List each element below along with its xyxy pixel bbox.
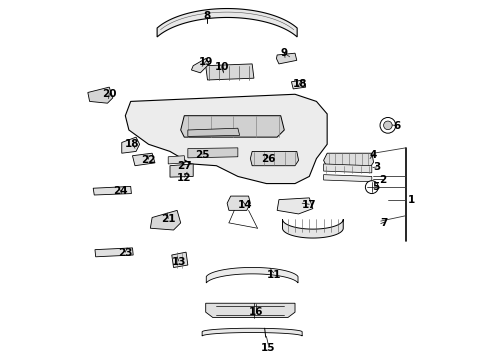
Polygon shape: [95, 248, 133, 257]
Polygon shape: [93, 186, 131, 195]
Text: 7: 7: [381, 218, 388, 228]
Polygon shape: [250, 152, 298, 166]
Polygon shape: [323, 164, 372, 173]
Text: 2: 2: [379, 175, 386, 185]
Polygon shape: [188, 148, 238, 158]
Polygon shape: [88, 87, 113, 103]
Polygon shape: [202, 328, 302, 336]
Polygon shape: [292, 80, 306, 89]
Text: 9: 9: [281, 48, 288, 58]
Text: 21: 21: [161, 214, 175, 224]
Text: 18: 18: [125, 139, 140, 149]
Text: 5: 5: [372, 182, 379, 192]
Text: 12: 12: [177, 173, 192, 183]
Polygon shape: [206, 303, 295, 318]
Text: 13: 13: [172, 257, 186, 267]
Text: 24: 24: [113, 186, 127, 196]
Polygon shape: [323, 153, 373, 167]
Text: 6: 6: [393, 121, 400, 131]
Polygon shape: [192, 59, 209, 73]
Text: 27: 27: [177, 161, 192, 171]
Polygon shape: [168, 156, 185, 164]
Polygon shape: [323, 175, 372, 182]
Text: 25: 25: [195, 150, 209, 160]
Text: 20: 20: [102, 89, 117, 99]
Polygon shape: [277, 198, 313, 214]
Text: 23: 23: [118, 248, 133, 258]
Text: 11: 11: [267, 270, 281, 280]
Polygon shape: [276, 53, 297, 64]
Polygon shape: [157, 9, 297, 37]
Text: 16: 16: [248, 307, 263, 317]
Text: 26: 26: [261, 154, 275, 163]
Text: 19: 19: [198, 57, 213, 67]
Text: 15: 15: [261, 343, 275, 353]
Circle shape: [384, 121, 392, 130]
Polygon shape: [227, 196, 250, 210]
Text: 17: 17: [302, 200, 317, 210]
Text: 10: 10: [215, 63, 229, 72]
Polygon shape: [206, 267, 298, 283]
Text: 1: 1: [408, 195, 415, 204]
Text: 14: 14: [238, 200, 252, 210]
Text: 4: 4: [370, 150, 377, 160]
Polygon shape: [170, 164, 193, 177]
Polygon shape: [150, 210, 181, 230]
Polygon shape: [132, 153, 155, 166]
Circle shape: [366, 181, 378, 194]
Text: 18: 18: [293, 78, 308, 89]
Polygon shape: [188, 128, 240, 136]
Text: 22: 22: [141, 156, 156, 165]
Polygon shape: [125, 94, 327, 184]
Text: 8: 8: [204, 11, 211, 21]
Polygon shape: [172, 252, 188, 267]
Polygon shape: [283, 219, 343, 238]
Text: 3: 3: [373, 162, 381, 172]
Polygon shape: [206, 64, 254, 80]
Circle shape: [380, 117, 396, 133]
Polygon shape: [122, 137, 140, 153]
Polygon shape: [181, 116, 284, 137]
